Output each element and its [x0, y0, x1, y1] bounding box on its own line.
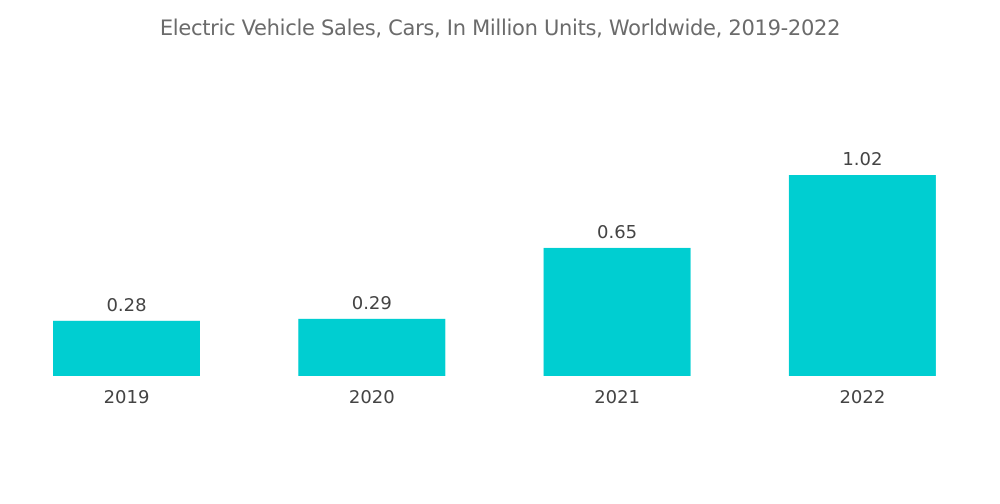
x-tick-label-2021: 2021 — [594, 387, 640, 408]
data-label-2019: 0.28 — [106, 295, 146, 316]
bar-2020 — [298, 318, 446, 376]
x-tick-label-2020: 2020 — [349, 387, 395, 408]
bar-2022 — [788, 175, 936, 376]
data-label-2022: 1.02 — [842, 149, 882, 170]
bar-2021 — [543, 247, 691, 376]
data-label-2020: 0.29 — [352, 293, 392, 314]
chart-title: Electric Vehicle Sales, Cars, In Million… — [159, 16, 841, 40]
data-label-2021: 0.65 — [597, 222, 637, 243]
x-tick-label-2019: 2019 — [104, 387, 150, 408]
bar-2019 — [53, 320, 200, 376]
x-tick-label-2022: 2022 — [839, 387, 885, 408]
